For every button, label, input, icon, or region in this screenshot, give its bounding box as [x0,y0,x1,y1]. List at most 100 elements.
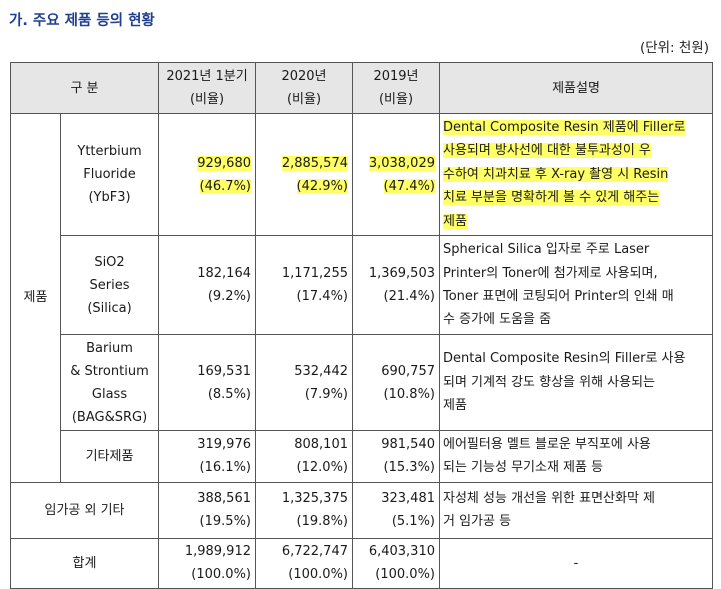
header-2021q1: 2021년 1분기 (비율) [158,62,256,114]
ratio: (47.4%) [383,178,435,194]
amount: 929,680 [197,155,251,171]
amount: 169,531 [197,363,251,379]
section-heading: 가. 주요 제품 등의 현황 [9,13,155,29]
value-2021q1: 388,561 (19.5%) [158,481,256,539]
description-line: 수하여 치과치료 후 X-ray 촬영 시 Resin [443,166,669,182]
amount: 319,976 [197,437,251,453]
amount: 1,171,255 [281,266,348,282]
description-line: Toner 표면에 코팅되어 Printer의 인쇄 매 [443,289,674,305]
product-name-line: Glass [91,386,128,402]
table-row: 임가공 외 기타 388,561 (19.5%) 1,325,375 (19.8… [10,481,713,539]
header-2019-year: 2019년 [373,69,419,84]
table-row: 기타제품 319,976 (16.1%) 808,101 (12.0%) 981… [11,430,713,483]
value-2021q1: 169,531 (8.5%) [158,334,256,432]
ratio: (10.8%) [383,386,435,402]
header-2021q1-year: 2021년 1분기 [166,69,248,84]
value-2019: 690,757 (10.8%) [352,334,440,432]
value-2019: 3,038,029 (47.4%) [352,112,440,237]
product-name-line: Fluoride [83,167,136,183]
ratio: (42.9%) [296,178,348,194]
product-name-line: & Strontium [70,363,149,379]
total-row: 합계 1,989,912 (100.0%) 6,722,747 (100.0%)… [10,537,713,589]
value-2020: 1,325,375 (19.8%) [255,481,353,539]
value-2019: 323,481 (5.1%) [352,481,440,539]
amount: 532,442 [294,363,348,379]
header-2020-year: 2020년 [281,69,327,84]
other-label: 임가공 외 기타 [10,481,159,539]
product-description: Spherical Silica 입자로 주로 Laser Printer의 T… [439,235,713,336]
ratio: (19.5%) [199,514,251,530]
total-label: 합계 [10,537,159,589]
table-row: 제품 Ytterbium Fluoride (YbF3) 929,680 (46… [10,112,713,483]
value-2020: 1,171,255 (17.4%) [255,235,353,336]
description-line: 치료 부분을 명확하게 볼 수 있게 해주는 [443,190,660,206]
header-2019: 2019년 (비율) [352,62,440,114]
product-name-line: SiO2 [94,254,125,270]
unit-label: (단위: 천원) [639,40,709,56]
description-line: 제품 [443,398,467,414]
value-2019: 1,369,503 (21.4%) [352,235,440,336]
product-name: Ytterbium Fluoride (YbF3) [60,112,159,237]
ratio: (16.1%) [199,460,251,476]
amount: 808,101 [294,437,348,453]
header-2021q1-ratio: (비율) [189,92,225,107]
table-row: SiO2 Series (Silica) 182,164 (9.2%) 1,17… [11,235,713,336]
amount: 182,164 [197,266,251,282]
description-line: 자성체 성능 개선을 위한 표면산화막 제 [443,490,656,506]
product-name-line: Ytterbium [77,144,142,160]
ratio: (9.2%) [207,289,251,305]
ratio: (17.4%) [296,289,348,305]
description-line: Spherical Silica 입자로 주로 Laser [443,242,650,258]
value-2021q1: 1,989,912 (100.0%) [158,537,256,589]
ratio: (21.4%) [383,289,435,305]
header-2020-ratio: (비율) [286,92,322,107]
description-line: Printer의 Toner에 첨가제로 사용되며, [443,265,658,281]
total-description: - [439,537,713,589]
description-line: 제품 [443,213,467,229]
value-2020: 2,885,574 (42.9%) [255,112,353,237]
value-2019: 981,540 (15.3%) [352,430,440,483]
description-line: 수 증가에 도움을 줌 [443,312,552,328]
product-name-line: (BAG&SRG) [71,409,148,425]
description-line: 사용되며 방사선에 대한 불투과성이 우 [443,143,651,159]
ratio: (100.0%) [288,567,348,583]
value-2020: 532,442 (7.9%) [255,334,353,432]
amount: 1,989,912 [184,544,251,560]
ratio: (100.0%) [191,567,251,583]
product-name: Barium & Strontium Glass (BAG&SRG) [60,334,159,432]
value-2021q1: 319,976 (16.1%) [158,430,256,483]
product-description: 에어필터용 멜트 블로운 부직포에 사용 되는 기능성 무기소재 제품 등 [439,430,713,483]
description-line: 거 임가공 등 [443,514,512,530]
product-name: 기타제품 [60,430,159,483]
product-name-line: 기타제품 [85,448,134,464]
product-name-line: (YbF3) [88,190,131,206]
ratio: (5.1%) [391,514,435,530]
ratio: (15.3%) [383,460,435,476]
table-row: Barium & Strontium Glass (BAG&SRG) 169,5… [11,334,713,432]
amount: 6,722,747 [281,544,348,560]
description-line: 되는 기능성 무기소재 제품 등 [443,460,604,476]
header-category: 구 분 [10,62,159,114]
description-line: Dental Composite Resin의 Filler로 사용 [443,351,686,367]
product-status-table: 구 분 2021년 1분기 (비율) 2020년 (비율) 2019년 (비율)… [10,62,713,589]
product-description: Dental Composite Resin 제품에 Filler로 사용되며 … [439,112,713,237]
description-line: 에어필터용 멜트 블로운 부직포에 사용 [443,437,651,453]
description-line: Dental Composite Resin 제품에 Filler로 [443,120,686,135]
amount: 3,038,029 [368,155,435,171]
value-2020: 6,722,747 (100.0%) [255,537,353,589]
amount: 2,885,574 [281,155,348,171]
value-2019: 6,403,310 (100.0%) [352,537,440,589]
product-name-line: (Silica) [87,300,132,316]
ratio: (100.0%) [375,567,435,583]
group-label-products: 제품 [10,113,61,483]
value-2020: 808,101 (12.0%) [255,430,353,483]
amount: 1,325,375 [281,491,348,507]
product-name-line: Series [89,277,130,293]
product-description: 자성체 성능 개선을 위한 표면산화막 제 거 임가공 등 [439,481,713,539]
header-description: 제품설명 [439,62,713,114]
header-2020: 2020년 (비율) [255,62,353,114]
header-2019-ratio: (비율) [378,92,414,107]
amount: 690,757 [381,363,435,379]
amount: 323,481 [381,491,435,507]
ratio: (8.5%) [207,386,251,402]
